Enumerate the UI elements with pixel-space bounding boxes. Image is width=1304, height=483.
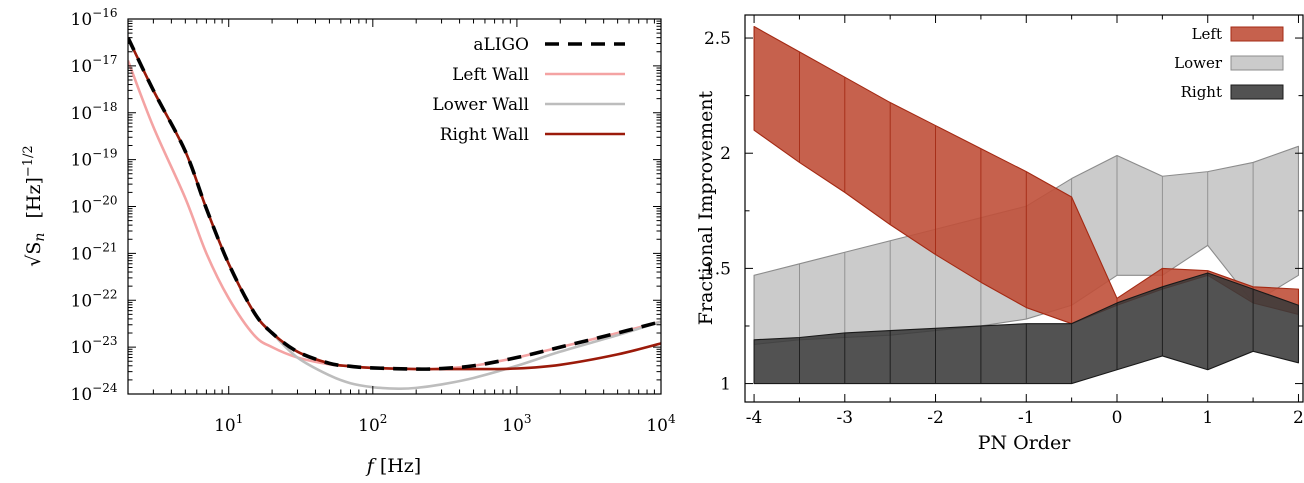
left-y-tick-label: 10−16 bbox=[71, 6, 118, 30]
left-legend-label-lower-wall: Lower Wall bbox=[432, 95, 529, 115]
left-series-line-aligo bbox=[128, 36, 661, 371]
right-x-tick-label: 2 bbox=[1293, 408, 1304, 428]
right-y-tick-label: 2.5 bbox=[704, 29, 731, 49]
left-series-line-right-wall bbox=[128, 37, 661, 371]
svg-text:√Sn[Hz]−1/2: √Sn[Hz]−1/2 bbox=[21, 145, 48, 266]
right-x-tick-label: 1 bbox=[1202, 408, 1213, 428]
left-x-tick-label: 102 bbox=[358, 412, 387, 436]
right-legend-label-lower: Lower bbox=[1174, 54, 1223, 72]
left-legend-label-aligo: aLIGO bbox=[473, 35, 529, 55]
left-legend-label-right-wall: Right Wall bbox=[440, 125, 529, 145]
right-ticks: -4 -3 -2 -1 0 1 2 1 1.5 2 2.5 bbox=[704, 15, 1304, 428]
right-legend-label-right: Right bbox=[1181, 83, 1222, 101]
right-y-tick-label: 1 bbox=[720, 375, 731, 395]
left-y-tick-label: 10−19 bbox=[71, 147, 118, 171]
left-y-tick-label: 10−20 bbox=[71, 194, 118, 218]
right-x-tick-label: -4 bbox=[746, 408, 763, 428]
right-legend: Left Lower Right bbox=[1174, 25, 1284, 101]
left-y-tick-label: 10−24 bbox=[71, 381, 118, 405]
left-ticks: 101 102 103 104 10−24 10−23 10−22 10−21 10−20 10−… bbox=[71, 6, 676, 436]
right-y-tick-label: 2 bbox=[720, 144, 731, 164]
right-plot-frame bbox=[744, 14, 1304, 403]
right-x-axis-label: PN Order bbox=[978, 432, 1072, 454]
right-x-tick-label: -2 bbox=[927, 408, 944, 428]
left-y-axis-label: √Sn[Hz]−1/2 bbox=[21, 145, 48, 266]
right-legend-swatch-left bbox=[1230, 26, 1284, 42]
right-x-tick-label: 0 bbox=[1112, 408, 1123, 428]
left-y-tick-label: 10−17 bbox=[71, 53, 118, 77]
left-x-axis-label: f [Hz] bbox=[365, 455, 421, 477]
left-y-tick-label: 10−18 bbox=[71, 100, 118, 124]
left-y-tick-label: 10−21 bbox=[71, 240, 118, 264]
left-chart: 101 102 103 104 10−24 10−23 10−22 10−21 10−20 10−… bbox=[21, 6, 676, 477]
left-y-tick-label: 10−23 bbox=[71, 334, 118, 358]
right-legend-swatch-lower bbox=[1230, 55, 1284, 71]
right-chart: -4 -3 -2 -1 0 1 2 1 1.5 2 2.5 Left Lower Right PN Or… bbox=[695, 14, 1304, 454]
right-x-tick-label: -1 bbox=[1018, 408, 1035, 428]
left-x-tick-label: 103 bbox=[502, 412, 531, 436]
right-y-tick-label: 1.5 bbox=[704, 259, 731, 279]
left-legend: aLIGO Left Wall Lower Wall Right Wall bbox=[432, 35, 625, 145]
right-x-tick-label: -3 bbox=[837, 408, 854, 428]
left-series-lines bbox=[128, 36, 661, 390]
left-x-tick-label: 101 bbox=[214, 412, 243, 436]
right-series-areas bbox=[753, 25, 1300, 385]
right-y-axis-label: Fractional Improvement bbox=[695, 90, 717, 325]
left-legend-label-left-wall: Left Wall bbox=[452, 65, 529, 85]
right-legend-label-left: Left bbox=[1192, 25, 1222, 43]
left-x-tick-label: 104 bbox=[646, 412, 676, 436]
left-y-tick-label: 10−22 bbox=[71, 287, 118, 311]
right-legend-swatch-right bbox=[1230, 84, 1284, 100]
